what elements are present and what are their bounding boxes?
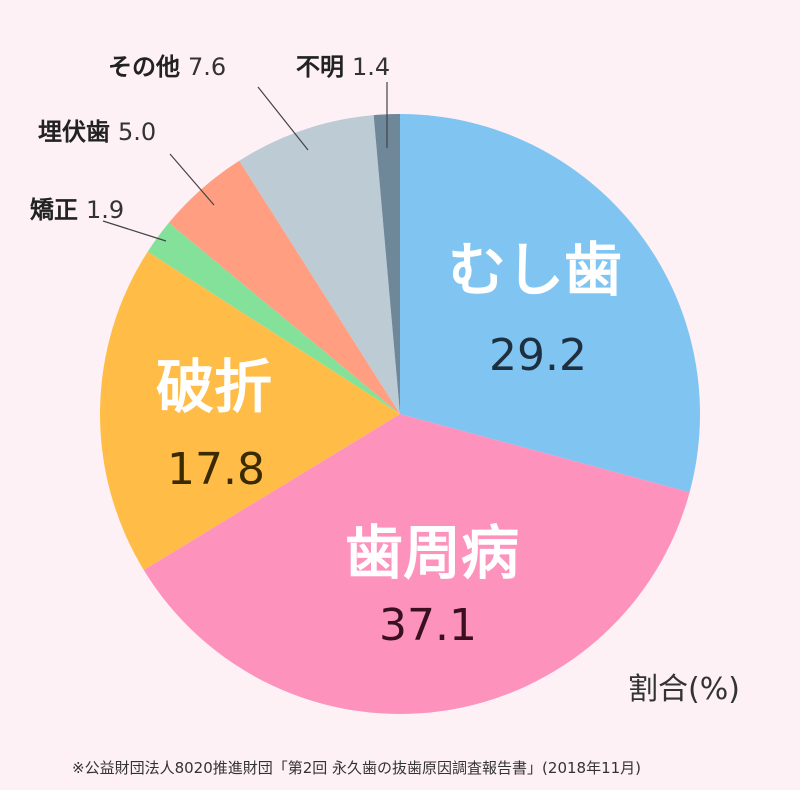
slice-labels: むし歯 29.2 歯周病 37.1 破折 17.8 矯正 1.9 埋伏歯 5.0 その他 7.6 不明 1… xyxy=(30,53,622,651)
pie-slices xyxy=(100,114,700,714)
slice-label-unknown: 不明 1.4 xyxy=(296,53,390,81)
leader-line-impacted xyxy=(169,153,215,206)
slice-label-orthodontic: 矯正 1.9 xyxy=(30,196,124,224)
slice-label-fracture: 破折 xyxy=(156,353,272,421)
source-note: ※公益財団法人8020推進財団「第2回 永久歯の抜歯原因調査報告書」(2018年… xyxy=(72,759,642,777)
leader-line-other xyxy=(257,86,309,151)
slice-periodontal xyxy=(143,414,690,714)
leader-lines xyxy=(102,82,388,242)
slice-value-fracture: 17.8 xyxy=(167,444,265,495)
slice-impacted xyxy=(168,160,400,414)
slice-other xyxy=(239,115,400,414)
slice-orthodontic xyxy=(147,222,400,414)
slice-label-periodontal: 歯周病 xyxy=(345,519,519,587)
leader-line-orthodontic xyxy=(102,220,167,242)
slice-cavities xyxy=(400,114,700,493)
slice-unknown xyxy=(373,114,400,414)
slice-fracture xyxy=(100,251,400,570)
slice-label-other: その他 7.6 xyxy=(108,53,226,81)
unit-label: 割合(%) xyxy=(628,672,740,707)
slice-label-impacted: 埋伏歯 5.0 xyxy=(38,118,156,146)
slice-value-cavities: 29.2 xyxy=(489,330,587,381)
slice-label-cavities: むし歯 xyxy=(448,236,622,304)
slice-value-periodontal: 37.1 xyxy=(379,600,477,651)
